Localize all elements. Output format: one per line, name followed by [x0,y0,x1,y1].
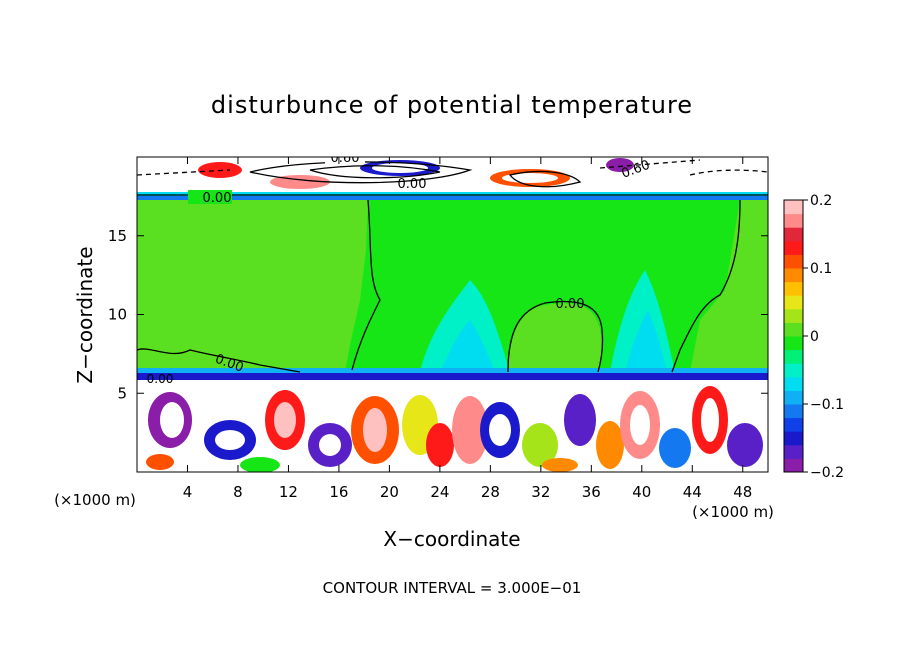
blob [240,457,280,472]
colorbar-swatch [784,444,803,459]
colorbar-swatch [784,295,803,310]
x-tick-label: 12 [279,483,298,501]
field-inversion-band [137,372,768,380]
colorbar-swatch [784,254,803,269]
y-axis-label: Z−coordinate [73,246,97,383]
x-axis: 4 8 12 16 20 24 28 32 36 40 44 48 [183,157,752,501]
contour-label-bg [325,157,365,164]
colorbar-swatch [784,281,803,296]
colorbar-swatch [784,376,803,391]
footer-note: CONTOUR INTERVAL = 3.000E−01 [323,579,582,597]
x-unit-right: (×1000 m) [692,503,774,521]
plot-area: 0.60 0.00 0.60 0.00 0.00 0.00 0.00 [137,151,768,472]
x-tick-label: 24 [430,483,449,501]
field-patch-light-green-right [690,200,768,372]
colorbar-swatch [784,404,803,419]
blob [215,430,245,450]
blob [630,405,650,445]
x-tick-label: 44 [683,483,702,501]
blob [522,423,558,467]
blob [160,402,184,438]
blob [319,434,341,456]
colorbar-tick-label: 0.2 [810,193,832,209]
field-patch-light-green [137,200,368,372]
blob [542,458,578,472]
blob [363,408,387,452]
colorbar [784,200,803,473]
colorbar-tick-label: 0 [810,329,819,345]
blob [564,394,596,446]
x-tick-label: 40 [632,483,651,501]
blob [489,414,511,446]
x-tick-label: 4 [183,483,193,501]
field-inversion-band-2 [137,368,768,373]
colorbar-tick-label: 0.1 [810,261,832,277]
field-bubble [508,303,602,372]
blob [452,396,488,464]
colorbar-swatch [784,458,803,473]
colorbar-swatch [784,363,803,378]
colorbar-swatch [784,322,803,337]
contour-lines [137,159,768,373]
x-tick-label: 48 [733,483,752,501]
colorbar-tick-label: −0.1 [810,397,844,413]
colorbar-swatch [784,308,803,323]
contour-label: 0.00 [398,177,427,192]
colorbar-swatch [784,349,803,364]
blob [426,423,454,467]
contour-label: 0.60 [331,151,360,166]
y-axis: 5 10 15 [108,227,768,402]
contour-label: 0.00 [147,372,174,386]
colorbar-swatch [784,336,803,351]
contour-label: 0.00 [203,191,232,206]
x-tick-label: 32 [531,483,550,501]
colorbar-swatch [784,431,803,446]
contour-label-bg [188,190,232,204]
field-tropopause-2 [137,196,768,200]
x-tick-label: 20 [380,483,399,501]
blob [701,398,719,442]
upper-blob [606,158,634,172]
x-tick-label: 8 [233,483,243,501]
chart-title: disturbunce of potential temperature [211,91,693,119]
colorbar-swatch [784,240,803,255]
colorbar-swatch [784,213,803,228]
x-tick-label: 36 [582,483,601,501]
colorbar-ticks: 0.2 0.1 0 −0.1 −0.2 [803,193,844,481]
x-axis-label: X−coordinate [383,527,520,551]
y-tick-label: 10 [108,306,127,324]
colorbar-swatch [784,417,803,432]
x-unit-left: (×1000 m) [54,491,136,509]
y-tick-label: 5 [117,384,127,402]
colorbar-swatch [784,227,803,242]
colorbar-swatch [784,390,803,405]
blob [596,421,624,469]
y-tick-label: 15 [108,227,127,245]
field-plume-blue [440,320,495,372]
colorbar-swatch [784,268,803,283]
colorbar-tick-label: −0.2 [810,465,844,481]
blob [727,423,763,467]
colorbar-swatch [784,200,803,215]
blob [659,428,691,468]
blob [146,454,174,470]
blob [274,402,296,438]
contour-label: 0.00 [556,297,585,312]
field-plume-blue-2 [625,310,667,372]
x-tick-label: 16 [329,483,348,501]
x-tick-label: 28 [481,483,500,501]
